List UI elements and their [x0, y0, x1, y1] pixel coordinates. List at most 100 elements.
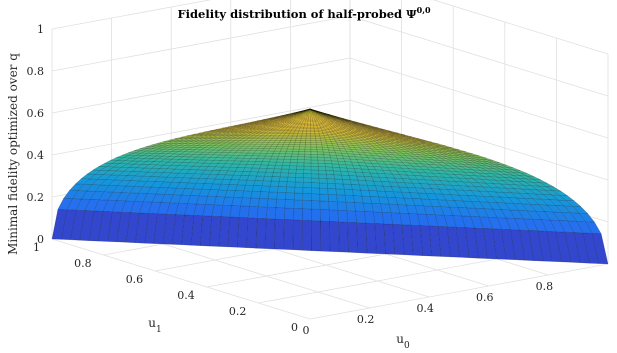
- surface-patch: [284, 199, 295, 209]
- surface-patch: [291, 153, 299, 157]
- surface-patch: [257, 168, 268, 173]
- surface-patch: [300, 138, 307, 141]
- surface-patch: [310, 156, 318, 161]
- surface-patch: [297, 131, 303, 134]
- surface-patch: [285, 192, 295, 200]
- surface-patch: [279, 176, 289, 182]
- surface-patch: [318, 178, 328, 184]
- surface-patch: [316, 151, 324, 155]
- chart-title: Fidelity distribution of half-probed Ψ0,…: [177, 5, 431, 21]
- surface-patch: [263, 176, 273, 182]
- floor-grid-line: [309, 263, 609, 320]
- surface-patch: [297, 133, 303, 136]
- surface-patch: [303, 125, 308, 128]
- surface-patch: [326, 178, 336, 184]
- surface-patch: [309, 109, 311, 112]
- surface-patch: [264, 171, 274, 177]
- y-axis-label: u1: [148, 316, 161, 335]
- surface-patch: [280, 168, 290, 174]
- surface-patch: [259, 191, 270, 199]
- z-tick-label: 0: [37, 233, 44, 246]
- surface-patch: [319, 182, 328, 189]
- surface-patch: [260, 185, 271, 193]
- surface-patch: [300, 140, 306, 143]
- z-tick-label: 0.6: [27, 107, 45, 120]
- surface-patch: [295, 173, 304, 178]
- surface-patch: [311, 200, 321, 210]
- surface-patch: [276, 158, 285, 163]
- surface-patch: [280, 148, 288, 152]
- surface-patch: [297, 159, 305, 163]
- surface-patch: [233, 190, 245, 198]
- surface-patch: [331, 163, 340, 168]
- surface-patch: [310, 149, 318, 152]
- surface-patch: [334, 178, 344, 185]
- surface-patch: [278, 153, 286, 157]
- surface-patch: [343, 183, 353, 190]
- surface-patch: [317, 154, 325, 158]
- surface-patch: [299, 142, 306, 145]
- surface-patch: [288, 142, 296, 145]
- surface-patch: [283, 219, 294, 250]
- surface-patch: [269, 158, 278, 163]
- surface-patch: [293, 208, 303, 221]
- surface-patch: [281, 146, 289, 150]
- surface-patch: [231, 197, 243, 207]
- surface-patch: [314, 131, 320, 134]
- surface-patch: [325, 166, 334, 171]
- surface-patch: [363, 202, 374, 212]
- surface-patch: [295, 169, 304, 174]
- surface-patch: [319, 187, 329, 195]
- surface-patch: [352, 189, 363, 197]
- surface-patch: [305, 136, 311, 139]
- surface-patch: [315, 142, 322, 145]
- wall-grid-line: [349, 99, 609, 181]
- surface-patch: [328, 209, 339, 222]
- surface-patch: [303, 162, 312, 167]
- surface-patch: [294, 142, 301, 145]
- surface-patch: [242, 190, 253, 199]
- surface-patch: [277, 156, 286, 160]
- surface-patch: [313, 128, 319, 131]
- surface-patch: [318, 169, 327, 175]
- y-tick-label: 0.2: [229, 305, 247, 318]
- surface-patch: [294, 181, 304, 188]
- surface-patch: [238, 205, 250, 218]
- surface-patch: [252, 185, 263, 192]
- surface-patch: [303, 173, 312, 179]
- surface-patch: [274, 218, 285, 250]
- wall-grid-line: [432, 0, 609, 55]
- surface-patch: [339, 167, 349, 172]
- surface-patch: [297, 153, 305, 157]
- surface-patch: [255, 175, 265, 181]
- surface-patch: [336, 194, 347, 203]
- surface-patch: [306, 131, 311, 134]
- surface-patch: [267, 198, 277, 208]
- surface-patch: [271, 153, 280, 157]
- surface-patch: [302, 187, 312, 194]
- surface-patch: [323, 157, 332, 161]
- surface-patch: [310, 154, 318, 158]
- floor-grid-line: [51, 238, 311, 320]
- surface-patch: [287, 172, 297, 178]
- surface-patch: [278, 181, 288, 187]
- surface-patch: [347, 222, 358, 253]
- surface-patch: [290, 159, 298, 163]
- surface-patch: [302, 129, 307, 132]
- surface-patch: [337, 201, 347, 211]
- surface-patch: [354, 202, 365, 212]
- surface-patch: [310, 159, 319, 164]
- surface-patch: [302, 208, 312, 221]
- surface-patch: [310, 142, 317, 145]
- surface-patch: [359, 184, 369, 191]
- surface-patch: [237, 217, 249, 248]
- surface-patch: [301, 133, 307, 136]
- surface-patch: [305, 142, 312, 145]
- surface-patch: [290, 156, 299, 160]
- surface-patch: [271, 176, 281, 182]
- surface-patch: [302, 193, 312, 201]
- surface-patch: [317, 156, 325, 161]
- surface-patch: [309, 110, 311, 112]
- surface-patch: [300, 125, 305, 128]
- surface-patch: [293, 131, 299, 134]
